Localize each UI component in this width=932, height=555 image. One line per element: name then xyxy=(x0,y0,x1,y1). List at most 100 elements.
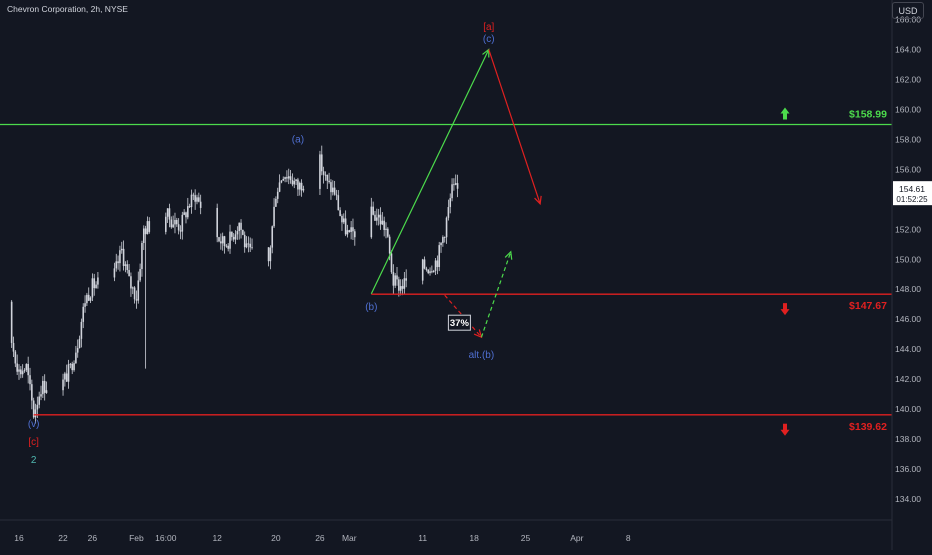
candle xyxy=(218,237,220,241)
candle xyxy=(22,371,24,374)
price-tick-label: 140.00 xyxy=(895,404,921,414)
candle xyxy=(231,232,233,237)
candle xyxy=(240,223,242,230)
candle xyxy=(196,197,198,201)
candle xyxy=(189,206,191,207)
candle xyxy=(455,183,457,185)
candle xyxy=(132,287,134,288)
time-tick-label: 16:00 xyxy=(155,533,177,543)
level-label: $147.67 xyxy=(849,300,887,312)
candle xyxy=(31,384,33,400)
candle xyxy=(453,184,455,185)
candle xyxy=(246,243,248,247)
candle xyxy=(11,302,13,343)
price-tick-label: 150.00 xyxy=(895,254,921,264)
wave-label: (b) xyxy=(365,302,377,313)
arrow-up-icon xyxy=(781,108,790,120)
wave-label: (v) xyxy=(28,419,40,430)
candle xyxy=(301,183,303,191)
candle xyxy=(398,279,400,290)
candle xyxy=(194,195,196,201)
candle xyxy=(123,249,125,266)
time-axis[interactable]: 16 22 26 Feb 16:00 12 20 26 Mar 11 18 25 Apr 8 xyxy=(0,520,892,543)
price-tick-label: 146.00 xyxy=(895,314,921,324)
candle xyxy=(339,210,341,216)
candle xyxy=(180,230,182,231)
candle xyxy=(391,253,393,272)
candle xyxy=(29,375,31,384)
candle xyxy=(323,171,325,175)
candle xyxy=(345,218,347,234)
candle xyxy=(66,373,68,381)
candle xyxy=(382,221,384,225)
price-axis[interactable]: 134.00 136.00 138.00 140.00 142.00 144.00 146.… xyxy=(892,0,932,550)
candle xyxy=(332,188,334,193)
arrow-down-icon xyxy=(781,303,790,315)
candle xyxy=(117,261,119,263)
bar-countdown: 01:52:25 xyxy=(896,195,928,204)
candle xyxy=(396,275,398,279)
candle xyxy=(95,285,97,288)
candle xyxy=(37,405,39,410)
candle xyxy=(92,278,94,297)
time-tick-label: Feb xyxy=(129,533,144,543)
candle xyxy=(440,243,442,245)
candle xyxy=(141,243,143,269)
candle xyxy=(167,208,169,216)
candle xyxy=(139,269,141,280)
candle xyxy=(448,207,450,218)
candle xyxy=(271,226,273,247)
candle xyxy=(126,264,128,270)
candle xyxy=(372,207,374,215)
candle xyxy=(81,322,83,339)
candle xyxy=(224,236,226,246)
candle xyxy=(376,217,378,220)
candle xyxy=(297,179,299,189)
candle xyxy=(279,182,281,191)
time-tick-label: 26 xyxy=(88,533,98,543)
candle xyxy=(121,249,123,250)
time-tick-label: 18 xyxy=(469,533,479,543)
last-price-value: 154.61 xyxy=(899,184,925,194)
candle xyxy=(97,277,99,284)
candle xyxy=(35,409,37,417)
candle xyxy=(328,181,330,182)
candlestick-series xyxy=(0,146,458,424)
candle xyxy=(68,364,70,381)
level-label: $158.99 xyxy=(849,109,887,121)
currency-button[interactable]: USD xyxy=(892,2,924,19)
price-tick-label: 142.00 xyxy=(895,374,921,384)
candle xyxy=(426,269,428,270)
candle xyxy=(457,183,459,189)
candle xyxy=(299,183,301,190)
candle xyxy=(165,217,167,232)
wave-label: [a] xyxy=(483,22,494,33)
candle xyxy=(185,212,187,217)
candle xyxy=(27,364,29,375)
projection-arrowhead xyxy=(505,252,512,260)
page-title: Chevron Corporation, 2h, NYSE xyxy=(7,4,128,14)
time-tick-label: Mar xyxy=(342,533,357,543)
candle xyxy=(62,380,64,391)
candle xyxy=(444,237,446,238)
candle xyxy=(442,237,444,243)
candle xyxy=(93,278,95,288)
price-tick-label: 156.00 xyxy=(895,164,921,174)
candle xyxy=(42,381,44,394)
time-tick-label: 8 xyxy=(626,533,631,543)
candle xyxy=(226,246,228,247)
wave-label: 2 xyxy=(31,455,37,466)
candle xyxy=(77,348,79,353)
candle xyxy=(84,303,86,307)
candle xyxy=(290,176,292,180)
candle xyxy=(64,373,66,379)
price-tick-label: 160.00 xyxy=(895,104,921,114)
candle xyxy=(273,207,275,226)
candle xyxy=(198,197,200,201)
candle xyxy=(178,224,180,230)
candle xyxy=(114,268,116,277)
price-tick-label: 162.00 xyxy=(895,74,921,84)
candle xyxy=(354,231,356,237)
